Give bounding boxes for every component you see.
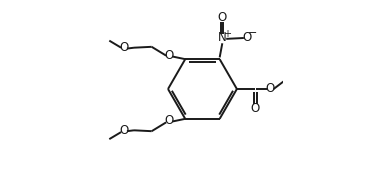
Text: O: O — [251, 102, 260, 115]
Text: N: N — [218, 32, 227, 44]
Text: O: O — [165, 49, 174, 62]
Text: +: + — [223, 28, 231, 39]
Text: O: O — [242, 31, 252, 44]
Text: −: − — [248, 28, 257, 38]
Text: O: O — [165, 114, 174, 127]
Text: O: O — [120, 124, 129, 137]
Text: O: O — [266, 82, 275, 95]
Text: O: O — [218, 11, 227, 24]
Text: O: O — [120, 41, 129, 54]
